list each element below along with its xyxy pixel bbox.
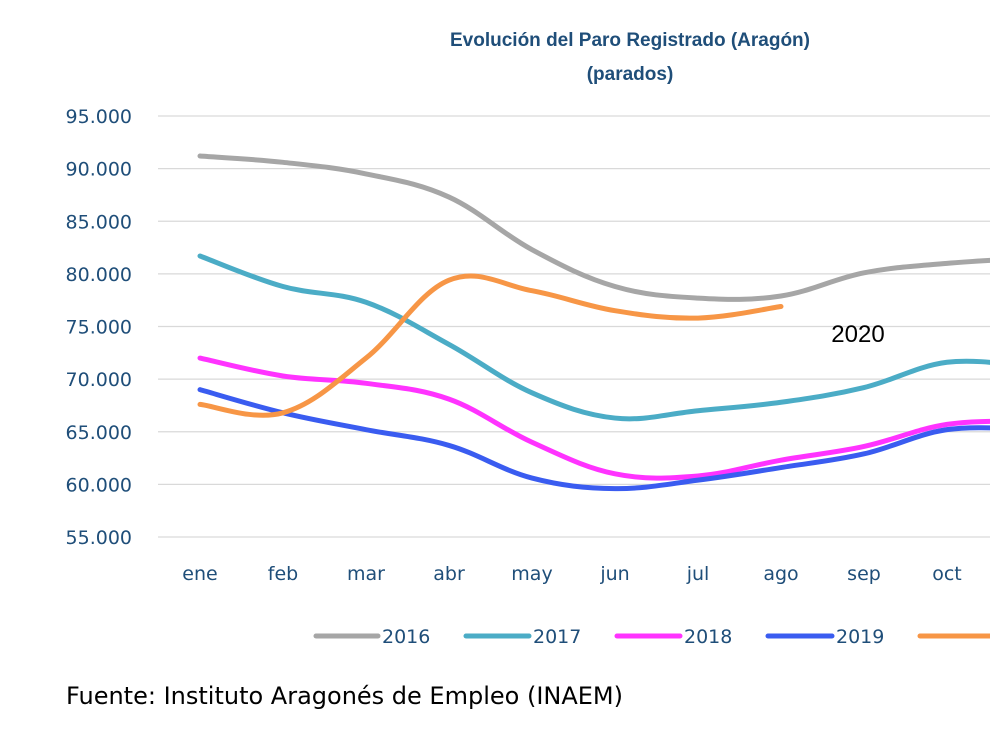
- x-tick-label: oct: [932, 563, 962, 585]
- series-line-2019: [197, 387, 990, 492]
- x-tick-label: feb: [268, 563, 298, 585]
- x-tick-label: sep: [847, 563, 881, 585]
- y-tick-label: 65.000: [66, 422, 132, 444]
- y-tick-label: 60.000: [66, 474, 132, 496]
- y-axis: 55.000 60.000 65.000 70.000 75.000 80.000 85.0…: [66, 106, 132, 549]
- y-tick-label: 55.000: [66, 527, 132, 549]
- legend-label-2016: 2016: [382, 626, 430, 648]
- legend: 2016 2017 2018 2019: [313, 626, 990, 648]
- chart-subtitle: (parados): [587, 64, 674, 85]
- x-tick-label: may: [511, 563, 552, 585]
- y-tick-label: 80.000: [66, 264, 132, 286]
- legend-label-2017: 2017: [533, 626, 581, 648]
- series-lines: [197, 153, 990, 492]
- annotation-2020: 2020: [831, 321, 884, 348]
- y-tick-label: 95.000: [66, 106, 132, 128]
- series-line-2020: [197, 273, 784, 418]
- legend-label-2019: 2019: [836, 626, 884, 648]
- chart-title: Evolución del Paro Registrado (Aragón): [450, 30, 810, 51]
- y-tick-label: 85.000: [66, 211, 132, 233]
- y-tick-label: 75.000: [66, 317, 132, 339]
- x-tick-label: ene: [182, 563, 217, 585]
- source-caption: Fuente: Instituto Aragonés de Empleo (IN…: [66, 682, 624, 710]
- y-tick-label: 90.000: [66, 159, 132, 181]
- y-tick-label: 70.000: [66, 369, 132, 391]
- x-axis: ene feb mar abr may jun jul ago sep oct: [182, 563, 961, 585]
- x-tick-label: abr: [433, 563, 465, 585]
- legend-label-2018: 2018: [684, 626, 732, 648]
- series-line-2017: [197, 253, 990, 422]
- x-tick-label: mar: [347, 563, 385, 585]
- x-tick-label: ago: [763, 563, 798, 585]
- x-tick-label: jun: [599, 563, 629, 585]
- series-line-2016: [197, 153, 990, 302]
- x-tick-label: jul: [686, 563, 710, 585]
